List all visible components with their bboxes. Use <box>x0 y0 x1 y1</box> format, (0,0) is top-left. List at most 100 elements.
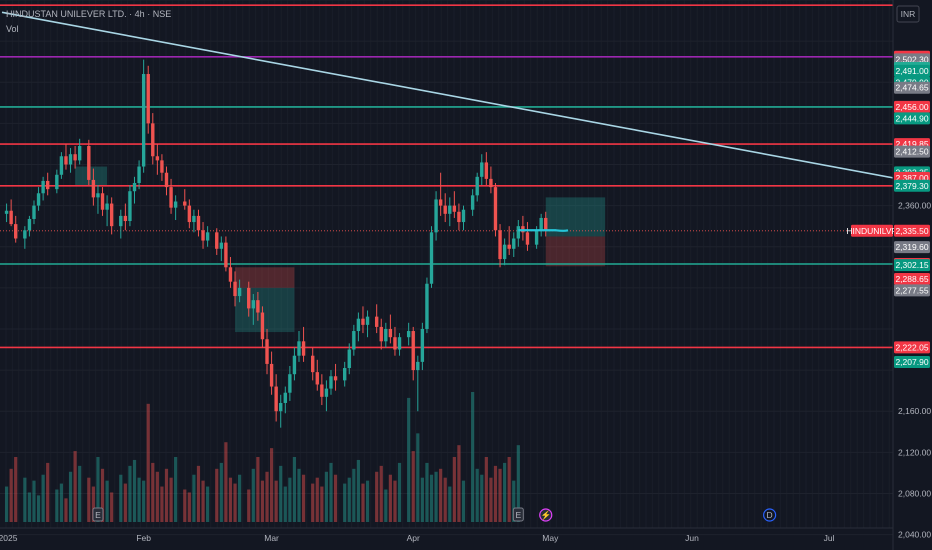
candle[interactable] <box>14 224 18 239</box>
candle[interactable] <box>9 210 13 225</box>
candle[interactable] <box>237 287 242 297</box>
candle[interactable] <box>141 74 146 167</box>
candle[interactable] <box>347 349 351 369</box>
candle[interactable] <box>23 230 27 239</box>
candle[interactable] <box>196 215 201 231</box>
candle[interactable] <box>219 242 224 249</box>
candle[interactable] <box>470 195 475 210</box>
candle[interactable] <box>544 217 548 231</box>
candle[interactable] <box>123 215 128 222</box>
candle[interactable] <box>356 318 361 332</box>
candle[interactable] <box>512 238 516 249</box>
candle[interactable] <box>169 187 173 208</box>
candle[interactable] <box>379 326 383 342</box>
earnings-marker-icon[interactable] <box>512 507 524 522</box>
candle[interactable] <box>105 203 109 210</box>
candle[interactable] <box>151 123 155 157</box>
symbol-tag[interactable] <box>851 224 893 237</box>
drawn-segment[interactable] <box>518 229 569 232</box>
candle[interactable] <box>489 178 493 188</box>
candle[interactable] <box>333 376 338 381</box>
candle[interactable] <box>292 355 297 375</box>
candle[interactable] <box>41 180 45 194</box>
candle[interactable] <box>525 232 530 245</box>
candle[interactable] <box>329 376 333 389</box>
candle[interactable] <box>448 205 452 214</box>
candle[interactable] <box>342 368 347 381</box>
candle[interactable] <box>119 215 123 227</box>
price-zone[interactable] <box>235 267 295 288</box>
candle[interactable] <box>384 328 388 342</box>
candle[interactable] <box>502 244 507 260</box>
price-zone[interactable] <box>545 236 606 267</box>
candle[interactable] <box>32 205 36 219</box>
candle[interactable] <box>173 201 178 208</box>
candle[interactable] <box>274 386 278 412</box>
candle[interactable] <box>201 230 205 241</box>
candle[interactable] <box>315 372 319 385</box>
candle[interactable] <box>55 174 59 190</box>
volume-indicator-label[interactable]: Vol <box>6 24 19 34</box>
candle[interactable] <box>228 267 233 282</box>
candle[interactable] <box>457 211 461 223</box>
candle[interactable] <box>164 172 169 188</box>
candle[interactable] <box>429 232 434 284</box>
candle[interactable] <box>251 300 256 309</box>
dividend-marker-icon[interactable] <box>763 508 777 522</box>
candle[interactable] <box>493 187 498 231</box>
candle[interactable] <box>109 203 114 227</box>
earnings-marker-icon[interactable] <box>92 507 104 522</box>
candle[interactable] <box>256 300 260 313</box>
candle[interactable] <box>187 205 192 223</box>
candle[interactable] <box>215 232 219 249</box>
candle[interactable] <box>406 331 411 338</box>
candle[interactable] <box>73 154 77 161</box>
candle[interactable] <box>288 374 292 393</box>
candle[interactable] <box>279 402 283 412</box>
candle[interactable] <box>100 193 105 210</box>
candle[interactable] <box>155 156 160 161</box>
candle[interactable] <box>297 341 301 356</box>
candle[interactable] <box>420 328 425 362</box>
candle[interactable] <box>498 230 502 260</box>
candle[interactable] <box>452 205 457 212</box>
candle[interactable] <box>87 145 91 180</box>
candle[interactable] <box>361 318 365 325</box>
candle[interactable] <box>461 209 466 223</box>
candle[interactable] <box>283 392 287 403</box>
candle[interactable] <box>320 384 324 397</box>
candle[interactable] <box>352 331 356 350</box>
candle[interactable] <box>265 339 269 364</box>
candle[interactable] <box>425 283 429 329</box>
candle[interactable] <box>484 162 489 179</box>
candle[interactable] <box>247 287 251 309</box>
candle[interactable] <box>45 180 50 190</box>
candle[interactable] <box>36 193 41 206</box>
candle[interactable] <box>4 210 9 214</box>
candle[interactable] <box>233 281 237 297</box>
candle[interactable] <box>27 218 32 231</box>
candle[interactable] <box>365 316 370 325</box>
candle[interactable] <box>132 182 137 192</box>
candle[interactable] <box>224 242 228 268</box>
candle[interactable] <box>68 154 73 165</box>
candle[interactable] <box>96 193 100 198</box>
candle[interactable] <box>507 244 511 249</box>
candle[interactable] <box>438 199 443 206</box>
price-zone[interactable] <box>235 287 295 333</box>
candle[interactable] <box>480 162 484 177</box>
candle[interactable] <box>59 156 64 175</box>
symbol-title[interactable]: HINDUSTAN UNILEVER LTD. · 4h · NSE <box>6 9 172 19</box>
candle[interactable] <box>192 215 196 223</box>
candle[interactable] <box>324 388 329 397</box>
candle[interactable] <box>183 201 187 206</box>
candle[interactable] <box>137 166 141 183</box>
candle[interactable] <box>146 74 150 124</box>
candle[interactable] <box>388 328 393 338</box>
candle[interactable] <box>128 191 132 222</box>
candle[interactable] <box>416 361 420 371</box>
candle[interactable] <box>393 337 397 350</box>
candle[interactable] <box>260 312 265 340</box>
candle[interactable] <box>77 145 82 161</box>
